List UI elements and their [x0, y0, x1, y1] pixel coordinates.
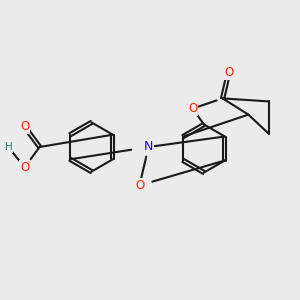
Text: O: O [20, 161, 29, 174]
Text: O: O [20, 120, 29, 133]
Text: O: O [224, 66, 233, 79]
Text: O: O [188, 102, 197, 115]
Text: N: N [144, 140, 153, 154]
Text: H: H [4, 142, 12, 152]
Text: O: O [135, 179, 144, 192]
